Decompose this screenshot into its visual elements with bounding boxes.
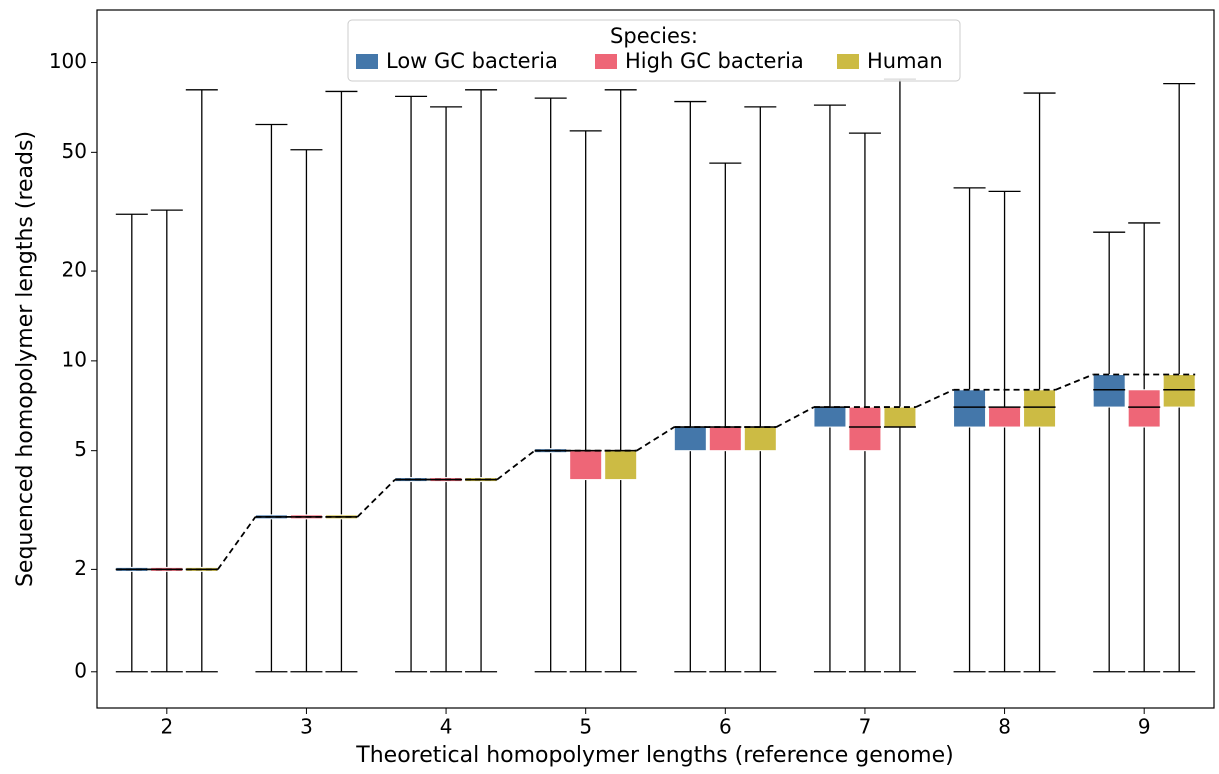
y-axis-label: Sequenced homopolymer lengths (reads) bbox=[13, 131, 38, 587]
legend-frame bbox=[347, 19, 961, 82]
y-tick-label: 5 bbox=[74, 437, 87, 461]
legend-label: Low GC bacteria bbox=[386, 49, 558, 73]
box bbox=[673, 426, 707, 452]
x-tick-label: 2 bbox=[160, 715, 173, 739]
reference-line bbox=[636, 426, 675, 452]
reference-line bbox=[496, 449, 536, 481]
y-tick-label: 100 bbox=[49, 49, 87, 73]
legend-swatch bbox=[595, 54, 617, 69]
legend-label: High GC bacteria bbox=[625, 49, 804, 73]
x-tick-label: 4 bbox=[440, 715, 453, 739]
x-tick-label: 5 bbox=[579, 715, 592, 739]
box bbox=[848, 406, 882, 452]
legend-label: Human bbox=[867, 49, 943, 73]
plot-frame bbox=[96, 9, 1215, 709]
box bbox=[883, 406, 917, 428]
y-tick-label: 50 bbox=[62, 139, 87, 163]
reference-line bbox=[217, 516, 257, 570]
x-tick-label: 8 bbox=[998, 715, 1011, 739]
legend-item: High GC bacteria bbox=[595, 49, 804, 73]
legend: Species: Low GC bacteria High GC bacteria… bbox=[347, 19, 961, 82]
legend-item: Human bbox=[837, 49, 943, 73]
y-tick-label: 0 bbox=[74, 658, 87, 682]
box bbox=[1023, 389, 1057, 428]
box bbox=[988, 406, 1022, 428]
reference-line bbox=[356, 478, 396, 518]
reference-line bbox=[775, 406, 815, 428]
box bbox=[569, 450, 603, 481]
legend-item: Low GC bacteria bbox=[356, 49, 558, 73]
box bbox=[708, 426, 742, 452]
box bbox=[604, 450, 638, 481]
y-tick-label: 20 bbox=[62, 258, 87, 282]
x-tick-label: 7 bbox=[859, 715, 872, 739]
x-tick-label: 9 bbox=[1138, 715, 1151, 739]
box bbox=[1127, 389, 1161, 428]
legend-swatch bbox=[356, 54, 378, 69]
box bbox=[1092, 374, 1126, 408]
reference-line bbox=[915, 388, 954, 408]
box bbox=[1162, 374, 1196, 408]
box bbox=[953, 389, 987, 428]
x-tick-label: 6 bbox=[719, 715, 732, 739]
x-tick-label: 3 bbox=[300, 715, 313, 739]
legend-title: Species: bbox=[610, 24, 698, 48]
y-tick-label: 10 bbox=[62, 347, 87, 371]
legend-swatch bbox=[837, 54, 859, 69]
x-axis-label: Theoretical homopolymer lengths (referen… bbox=[355, 743, 953, 768]
reference-line bbox=[1055, 373, 1094, 391]
box bbox=[743, 426, 777, 452]
y-tick-label: 2 bbox=[74, 556, 87, 580]
box bbox=[813, 406, 847, 428]
